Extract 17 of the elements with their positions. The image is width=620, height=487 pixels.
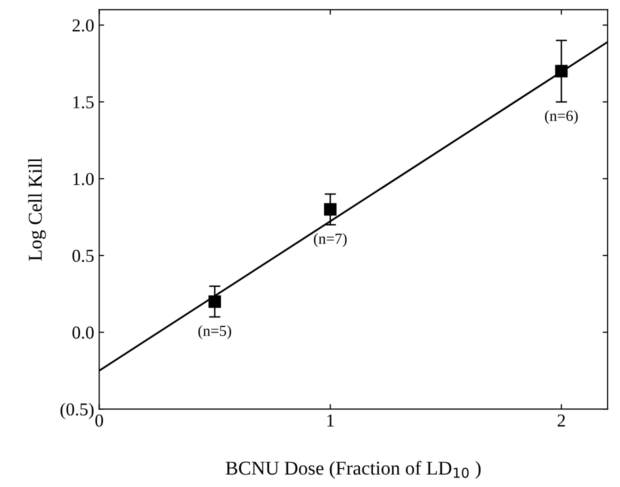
point [324,203,337,216]
x-axis-title: BCNU Dose (Fraction of LD$_{10}$ ) [226,460,481,479]
y-tick-label: 0.0 [72,326,94,339]
x-tick-label: 2 [558,414,565,426]
annotation: (n=5) [198,325,232,340]
point [208,295,221,308]
y-tick-label: 1.0 [73,172,94,186]
y-tick-label: 1.5 [73,96,94,108]
y-tick-label: 0.5 [72,250,94,262]
point [555,64,568,78]
annotation: (n=6) [545,110,578,124]
y-tick-label: (0.5) [60,402,94,420]
annotation: (n=7) [314,233,347,247]
y-axis-title: Log Cell Kill [28,158,46,261]
y-tick-label: 2.0 [72,19,94,32]
x-tick-label: 0 [95,414,104,427]
x-tick-label: 1 [327,414,334,426]
